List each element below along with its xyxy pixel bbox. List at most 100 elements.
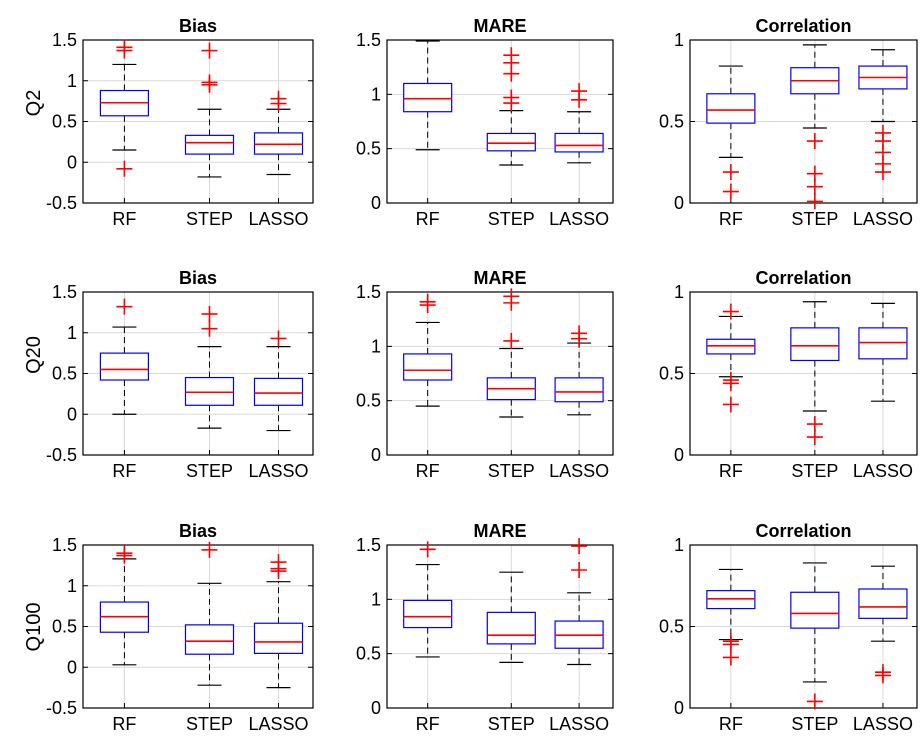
x-tick-label: STEP — [791, 209, 838, 229]
panel-grid: Bias -0.5 0 0.5 1 1.5 RF STEP LASSO MARE 0 0.5 1 1.5 R… — [46, 16, 918, 734]
box-step — [790, 562, 840, 710]
outlier-marker — [270, 554, 287, 571]
y-tick-label: 0.5 — [52, 617, 77, 637]
row-label: Q2 — [23, 90, 45, 117]
box-rf — [403, 541, 453, 658]
box-lasso — [253, 330, 304, 432]
x-tick-label: LASSO — [853, 714, 913, 734]
panel-title: Correlation — [755, 16, 851, 36]
outlier-marker — [270, 90, 287, 107]
x-tick-label: LASSO — [248, 714, 308, 734]
x-tick-label: RF — [416, 461, 440, 481]
box-iqr — [403, 82, 453, 113]
outlier-marker — [571, 83, 588, 100]
box-iqr — [253, 132, 304, 155]
y-tick-label: -0.5 — [46, 193, 77, 213]
y-tick-label: 0.5 — [356, 644, 381, 664]
panel-title: Bias — [179, 16, 217, 36]
y-tick-label: 0 — [67, 657, 77, 677]
x-tick-label: STEP — [488, 461, 535, 481]
box-lasso — [554, 83, 604, 164]
y-tick-label: 1 — [674, 30, 684, 50]
box-rf — [99, 39, 150, 177]
x-tick-label: RF — [112, 461, 136, 481]
y-tick-label: 1 — [371, 336, 381, 356]
row-label: Q100 — [23, 603, 45, 652]
y-tick-label: 0.5 — [356, 139, 381, 159]
outlier-marker — [116, 545, 133, 562]
outlier-marker — [722, 183, 739, 200]
outlier-marker — [722, 303, 739, 320]
outlier-marker — [806, 165, 823, 182]
outlier-marker — [722, 396, 739, 413]
x-tick-label: RF — [112, 714, 136, 734]
y-tick-label: 0 — [371, 193, 381, 213]
box-lasso — [253, 90, 304, 176]
y-tick-label: 1.5 — [52, 30, 77, 50]
panel-title: Correlation — [755, 521, 851, 541]
outlier-marker — [722, 164, 739, 181]
panel-title: MARE — [474, 16, 527, 36]
x-tick-label: LASSO — [853, 209, 913, 229]
outlier-marker — [806, 133, 823, 150]
y-tick-label: 1.5 — [356, 30, 381, 50]
x-tick-label: RF — [112, 209, 136, 229]
chart-panel: Correlation 0 0.5 1 RF STEP LASSO — [659, 268, 918, 481]
axes-frame — [386, 39, 614, 204]
y-tick-label: 1 — [674, 535, 684, 555]
panel-title: MARE — [474, 268, 527, 288]
panel-title: Bias — [179, 268, 217, 288]
box-rf — [706, 65, 756, 200]
chart-panel: Bias -0.5 0 0.5 1 1.5 RF STEP LASSO — [46, 521, 314, 734]
x-tick-label: STEP — [186, 461, 233, 481]
box-iqr — [184, 134, 235, 155]
box-iqr — [184, 376, 235, 406]
y-tick-label: 0 — [371, 698, 381, 718]
outlier-marker — [874, 664, 891, 681]
chart-panel: MARE 0 0.5 1 1.5 RF STEP LASSO — [356, 16, 614, 229]
y-tick-label: 0.5 — [52, 364, 77, 384]
axes-frame — [386, 544, 614, 709]
y-tick-label: 0.5 — [52, 112, 77, 132]
outlier-marker — [571, 561, 588, 578]
outlier-marker — [201, 320, 218, 337]
x-tick-label: LASSO — [549, 714, 609, 734]
y-tick-label: 0 — [67, 404, 77, 424]
outlier-marker — [201, 74, 218, 91]
outlier-marker — [571, 538, 588, 555]
x-tick-label: LASSO — [248, 461, 308, 481]
box-lasso — [858, 565, 908, 684]
outlier-marker — [201, 42, 218, 59]
y-tick-label: 1.5 — [356, 282, 381, 302]
x-tick-label: RF — [719, 461, 743, 481]
box-lasso — [554, 325, 604, 416]
panel-title: Bias — [179, 521, 217, 541]
x-tick-label: LASSO — [853, 461, 913, 481]
y-tick-label: 1.5 — [356, 535, 381, 555]
box-step — [790, 301, 840, 446]
x-tick-label: LASSO — [248, 209, 308, 229]
chart-panel: Bias -0.5 0 0.5 1 1.5 RF STEP LASSO — [46, 16, 314, 229]
box-lasso — [858, 302, 908, 402]
box-step — [790, 44, 840, 210]
x-tick-label: LASSO — [549, 461, 609, 481]
box-iqr — [253, 377, 304, 406]
chart-panel: MARE 0 0.5 1 1.5 RF STEP LASSO — [356, 521, 614, 734]
y-tick-label: 1 — [67, 323, 77, 343]
box-iqr — [554, 132, 604, 153]
y-tick-label: 0 — [371, 445, 381, 465]
y-tick-label: 1 — [674, 282, 684, 302]
outlier-marker — [503, 332, 520, 349]
box-step — [184, 42, 235, 178]
box-step — [184, 306, 235, 429]
x-tick-label: RF — [416, 209, 440, 229]
x-tick-label: RF — [719, 209, 743, 229]
y-tick-label: 0.5 — [659, 617, 684, 637]
outlier-marker — [503, 47, 520, 64]
outlier-marker — [806, 193, 823, 210]
y-tick-label: 0 — [67, 152, 77, 172]
box-iqr — [858, 588, 908, 619]
box-lasso — [253, 554, 304, 689]
box-lasso — [554, 538, 604, 666]
box-iqr — [706, 590, 756, 610]
